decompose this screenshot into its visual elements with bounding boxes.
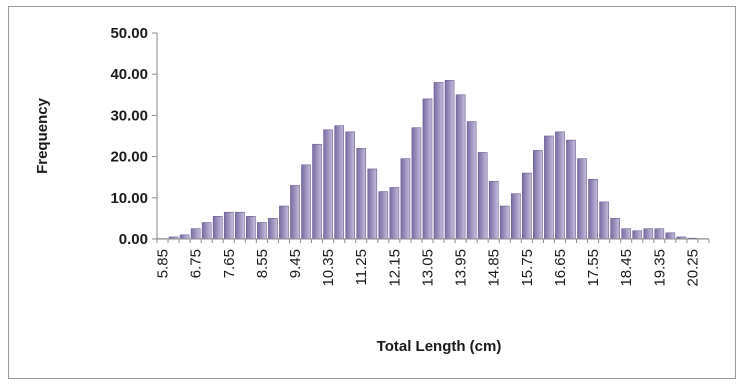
bar-17.25 — [577, 158, 587, 240]
bar-14.25 — [466, 121, 477, 240]
x-tick-label: 5.85 — [155, 249, 172, 278]
bar-8.25 — [246, 216, 256, 240]
y-ticks-group: 0.00 10.00 20.00 30.00 40.00 50.00 — [110, 25, 157, 248]
bar-10.05 — [312, 143, 322, 240]
x-tick-label: 16.65 — [552, 249, 569, 287]
x-axis-title: Total Length (cm) — [377, 338, 502, 355]
bar-10.35 — [323, 129, 333, 240]
x-tick-label: 17.55 — [585, 249, 602, 287]
bar-14.55 — [477, 152, 488, 240]
bar-13.65 — [444, 80, 455, 240]
x-tick-label: 11.25 — [353, 249, 370, 285]
y-tick-label: 10.00 — [110, 190, 148, 207]
bar-7.65 — [223, 211, 234, 240]
bar-15.15 — [499, 205, 510, 240]
bar-16.05 — [533, 150, 543, 240]
bar-7.35 — [212, 216, 223, 240]
bar-12.15 — [389, 187, 400, 240]
x-tick-label: 15.75 — [519, 249, 536, 287]
histogram-chart: 0.00 10.00 20.00 30.00 40.00 50.00 5.85 6.75 7.… — [34, 25, 710, 355]
x-tick-label: 18.45 — [618, 249, 635, 287]
bar-11.25 — [356, 148, 367, 240]
bar-11.55 — [367, 168, 378, 240]
bar-9.45 — [290, 185, 300, 240]
x-tick-label: 20.25 — [684, 249, 701, 287]
x-tick-label: 14.85 — [486, 249, 503, 287]
bar-9.15 — [279, 205, 289, 240]
bar-7.05 — [201, 222, 212, 240]
bar-10.65 — [334, 125, 344, 240]
bar-7.95 — [234, 211, 245, 240]
bar-8.85 — [268, 218, 278, 240]
bar-18.75 — [632, 230, 643, 240]
x-tick-label: 13.05 — [419, 249, 436, 287]
bar-19.05 — [643, 228, 654, 240]
y-tick-label: 40.00 — [110, 66, 148, 83]
x-tick-label: 6.75 — [188, 249, 205, 278]
bar-6.45 — [179, 234, 190, 240]
bar-19.35 — [654, 228, 665, 240]
y-tick-label: 30.00 — [110, 107, 148, 124]
y-tick-label: 0.00 — [119, 231, 148, 248]
bar-8.55 — [257, 222, 267, 240]
bar-16.65 — [555, 131, 565, 240]
bar-18.15 — [610, 218, 620, 240]
bar-13.35 — [433, 82, 444, 240]
x-tick-label: 7.65 — [221, 249, 238, 278]
bar-10.95 — [345, 131, 356, 240]
bar-12.75 — [411, 127, 422, 240]
x-ticks-group: 5.85 6.75 7.65 8.55 9.45 10.35 11.25 12.15 13.05… — [155, 239, 710, 287]
y-axis-title: Frequency — [34, 97, 51, 174]
x-tick-label: 12.15 — [386, 249, 403, 287]
bar-15.75 — [522, 172, 532, 240]
x-tick-label: 9.45 — [287, 249, 304, 278]
x-tick-label: 10.35 — [320, 249, 337, 287]
bar-17.55 — [588, 178, 598, 240]
bar-12.45 — [400, 158, 411, 240]
x-tick-label: 8.55 — [254, 249, 271, 278]
bar-19.65 — [665, 232, 676, 240]
bar-11.85 — [378, 191, 389, 240]
bar-17.85 — [599, 201, 609, 240]
y-tick-label: 20.00 — [110, 149, 148, 166]
bars-group — [157, 80, 709, 240]
x-tick-label: 19.35 — [651, 249, 668, 287]
bar-9.75 — [301, 164, 311, 240]
bar-18.45 — [621, 228, 632, 240]
bar-15.45 — [510, 193, 521, 240]
x-tick-label: 13.95 — [453, 249, 470, 287]
bar-6.75 — [190, 228, 201, 240]
y-tick-label: 50.00 — [110, 25, 148, 42]
bar-13.05 — [422, 98, 433, 240]
bar-13.95 — [455, 94, 466, 240]
chart-frame: 0.00 10.00 20.00 30.00 40.00 50.00 5.85 6.75 7.… — [8, 6, 736, 379]
bar-16.35 — [544, 135, 554, 240]
bar-16.95 — [566, 139, 576, 240]
bar-14.85 — [488, 181, 499, 240]
